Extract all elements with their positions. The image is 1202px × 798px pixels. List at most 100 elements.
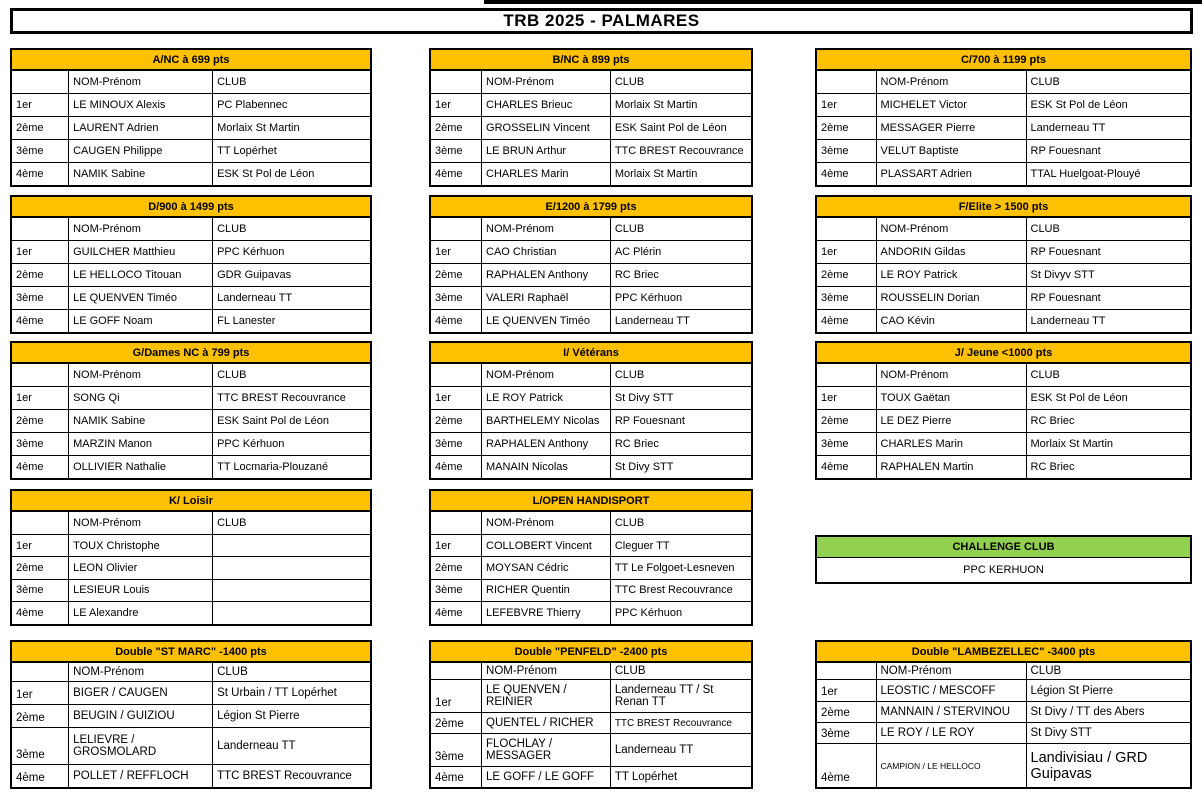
player-name-cell: LEOSTIC / MESCOFF	[875, 679, 1027, 702]
club-cell: RP Fouesnant	[1025, 285, 1192, 310]
player-name-cell: CAUGEN Philippe	[68, 138, 214, 163]
results-table: Double "ST MARC" -1400 pts NOM-Prénom CL…	[10, 640, 372, 789]
player-name-cell: MANNAIN / STERVINOU	[875, 700, 1027, 723]
result-row: 2ème LE ROY Patrick St Divyv STT	[815, 263, 1192, 287]
player-name-cell: LESIEUR Louis	[68, 578, 214, 603]
result-row: 4ème RAPHALEN Martin RC Briec	[815, 454, 1192, 480]
club-cell: St Divy STT	[609, 386, 753, 411]
rank-cell: 3ème	[429, 578, 483, 603]
result-row: 1er BIGER / CAUGEN St Urbain / TT Lopérhet	[10, 681, 372, 706]
table-title-row: D/900 à 1499 pts	[10, 195, 372, 218]
result-row: 1er CAO Christian AC Plérin	[429, 240, 753, 265]
player-name-cell: LE QUENVEN / REINIER	[481, 679, 611, 714]
table-title: F/Elite > 1500 pts	[815, 195, 1192, 218]
results-table: E/1200 à 1799 pts NOM-Prénom CLUB 1er CAO…	[429, 195, 753, 334]
rank-cell: 2ème	[10, 704, 70, 729]
player-name-cell: NAMIK Sabine	[68, 409, 214, 433]
page-title: TRB 2025 - PALMARES	[10, 8, 1193, 34]
rank-cell: 3ème	[429, 138, 483, 163]
column-header-row: NOM-Prénom CLUB	[429, 510, 753, 535]
result-row: 2ème RAPHALEN Anthony RC Briec	[429, 263, 753, 287]
player-name-cell: MICHELET Victor	[875, 93, 1027, 118]
club-column-header: CLUB	[609, 661, 753, 681]
player-name-cell: LE ROY Patrick	[875, 263, 1027, 287]
player-name-cell: MANAIN Nicolas	[481, 454, 611, 480]
result-row: 4ème LE QUENVEN Timéo Landerneau TT	[429, 308, 753, 334]
result-row: 2ème NAMIK Sabine ESK Saint Pol de Léon	[10, 409, 372, 433]
rank-cell: 4ème	[429, 308, 483, 334]
player-name-cell: CAO Kévin	[875, 308, 1027, 334]
club-cell: Landerneau TT	[609, 308, 753, 334]
club-cell: RP Fouesnant	[609, 409, 753, 433]
player-name-cell: LE QUENVEN Timéo	[481, 308, 611, 334]
club-cell	[212, 556, 372, 580]
rank-cell: 2ème	[429, 556, 483, 580]
rank-cell: 1er	[10, 93, 70, 118]
name-column-header: NOM-Prénom	[875, 69, 1027, 95]
player-name-cell: LE ROY / LE ROY	[875, 721, 1027, 745]
club-cell: St Divy STT	[609, 454, 753, 480]
column-header-row: NOM-Prénom CLUB	[10, 661, 372, 683]
rank-cell: 1er	[429, 679, 483, 714]
club-cell: Légion St Pierre	[212, 704, 372, 729]
club-cell: ESK St Pol de Léon	[1025, 386, 1192, 411]
player-name-cell: BARTHELEMY Nicolas	[481, 409, 611, 433]
rank-cell: 4ème	[429, 601, 483, 626]
club-cell: RC Briec	[609, 431, 753, 456]
rank-cell: 1er	[10, 533, 70, 558]
club-cell: Légion St Pierre	[1025, 679, 1192, 702]
rank-header-cell	[429, 510, 483, 535]
player-name-cell: RAPHALEN Martin	[875, 454, 1027, 480]
column-header-row: NOM-Prénom CLUB	[429, 69, 753, 95]
player-name-cell: CHARLES Marin	[481, 161, 611, 187]
table-title-row: G/Dames NC à 799 pts	[10, 341, 372, 364]
result-row: 3ème ROUSSELIN Dorian RP Fouesnant	[815, 285, 1192, 310]
rank-cell: 2ème	[429, 116, 483, 140]
table-title-row: C/700 à 1199 pts	[815, 48, 1192, 71]
club-cell: TT Le Folgoet-Lesneven	[609, 556, 753, 580]
result-row: 4ème LE Alexandre	[10, 601, 372, 626]
club-cell: TT Lopérhet	[212, 138, 372, 163]
player-name-cell: MESSAGER Pierre	[875, 116, 1027, 140]
result-row: 3ème VELUT Baptiste RP Fouesnant	[815, 138, 1192, 163]
club-cell: TTC Brest Recouvrance	[609, 578, 753, 603]
result-row: 2ème MANNAIN / STERVINOU St Divy / TT des …	[815, 700, 1192, 723]
club-cell: FL Lanester	[212, 308, 372, 334]
table-title: B/NC à 899 pts	[429, 48, 753, 71]
result-row: 1er SONG Qi TTC BREST Recouvrance	[10, 386, 372, 411]
player-name-cell: TOUX Christophe	[68, 533, 214, 558]
table-title-row: F/Elite > 1500 pts	[815, 195, 1192, 218]
player-name-cell: LE BRUN Arthur	[481, 138, 611, 163]
player-name-cell: RAPHALEN Anthony	[481, 431, 611, 456]
player-name-cell: TOUX Gaëtan	[875, 386, 1027, 411]
result-row: 2ème QUENTEL / RICHER TTC BREST Recouvranc…	[429, 712, 753, 735]
table-c-700-1199: C/700 à 1199 pts NOM-Prénom CLUB 1er MICH…	[815, 48, 1192, 187]
result-row: 3ème LE BRUN Arthur TTC BREST Recouvrance	[429, 138, 753, 163]
result-row: 2ème LEON Olivier	[10, 556, 372, 580]
rank-cell: 3ème	[10, 138, 70, 163]
player-name-cell: POLLET / REFFLOCH	[68, 763, 214, 789]
rank-cell: 4ème	[10, 454, 70, 480]
name-column-header: NOM-Prénom	[68, 661, 214, 683]
name-column-header: NOM-Prénom	[68, 362, 214, 388]
club-column-header: CLUB	[609, 216, 753, 242]
rank-header-cell	[815, 362, 877, 388]
player-name-cell: LE MINOUX Alexis	[68, 93, 214, 118]
rank-cell: 3ème	[10, 578, 70, 603]
rank-header-cell	[10, 69, 70, 95]
rank-cell: 2ème	[815, 409, 877, 433]
rank-cell: 4ème	[815, 161, 877, 187]
column-header-row: NOM-Prénom CLUB	[10, 362, 372, 388]
column-header-row: NOM-Prénom CLUB	[815, 69, 1192, 95]
result-row: 4ème CAMPION / LE HELLOCO Landivisiau / GR…	[815, 743, 1192, 789]
rank-cell: 1er	[815, 93, 877, 118]
results-table: D/900 à 1499 pts NOM-Prénom CLUB 1er GUIL…	[10, 195, 372, 334]
table-title: G/Dames NC à 799 pts	[10, 341, 372, 364]
player-name-cell: VELUT Baptiste	[875, 138, 1027, 163]
player-name-cell: LE HELLOCO Titouan	[68, 263, 214, 287]
club-cell: TTAL Huelgoat-Plouyé	[1025, 161, 1192, 187]
result-row: 1er TOUX Gaëtan ESK St Pol de Léon	[815, 386, 1192, 411]
challenge-club-title: CHALLENGE CLUB	[817, 537, 1190, 558]
results-table: K/ Loisir NOM-Prénom CLUB 1er TOUX Christ…	[10, 489, 372, 626]
